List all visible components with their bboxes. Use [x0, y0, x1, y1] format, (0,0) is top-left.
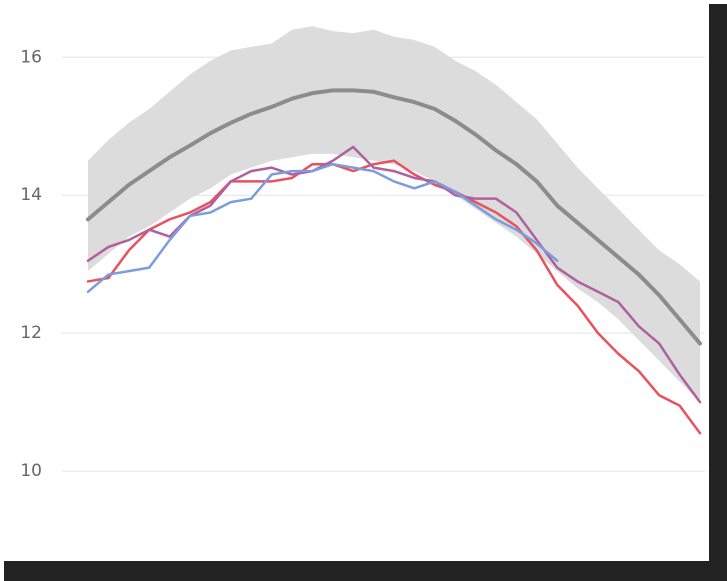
y-tick-label: 14 — [20, 185, 42, 205]
series-line — [86, 162, 559, 294]
series-line — [86, 159, 702, 435]
y-tick-label: 12 — [20, 323, 42, 343]
y-tick-label: 16 — [20, 47, 42, 67]
series-line — [86, 88, 702, 346]
frame-shadow-right — [709, 4, 727, 581]
frame-shadow-bottom — [4, 561, 727, 581]
y-tick-label: 10 — [20, 461, 42, 481]
